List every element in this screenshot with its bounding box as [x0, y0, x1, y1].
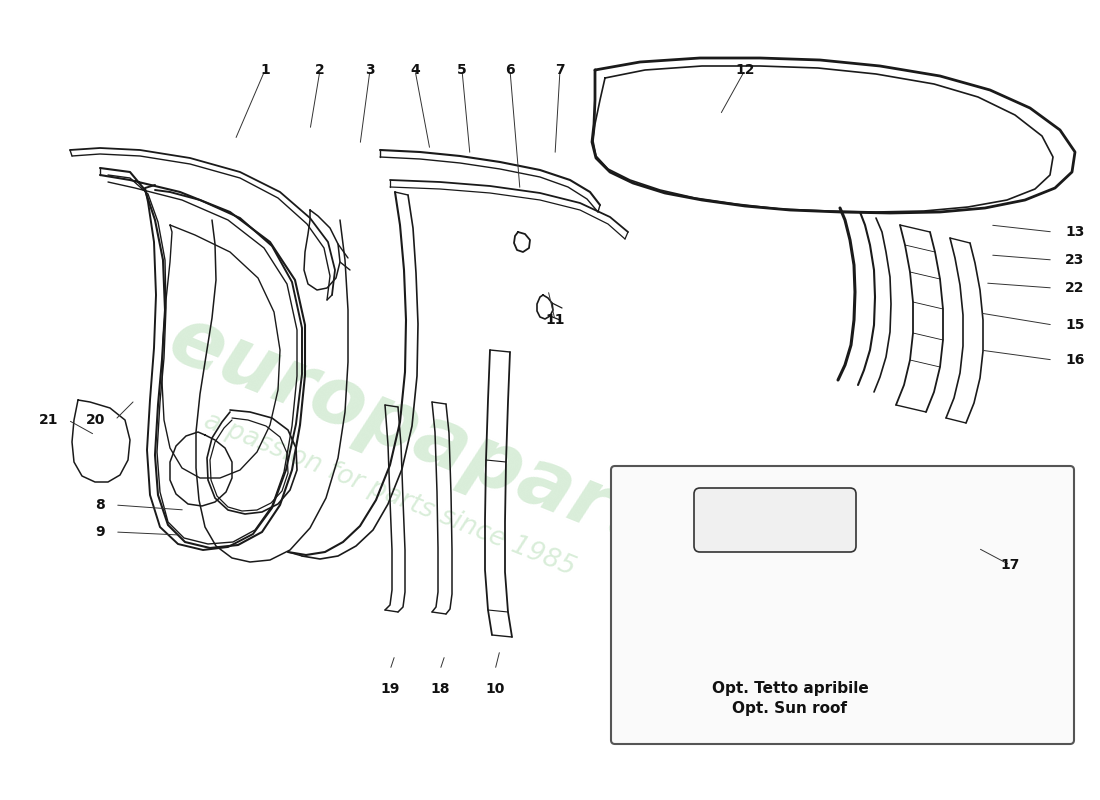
Text: 9: 9 [96, 525, 104, 539]
Text: 1: 1 [260, 63, 270, 77]
Text: 7: 7 [556, 63, 564, 77]
Text: 19: 19 [381, 682, 399, 696]
Text: Opt. Sun roof: Opt. Sun roof [733, 701, 847, 715]
FancyBboxPatch shape [610, 466, 1074, 744]
Text: 13: 13 [1065, 225, 1085, 239]
Text: 4: 4 [410, 63, 420, 77]
Text: Opt. Tetto apribile: Opt. Tetto apribile [712, 681, 868, 695]
Text: 6: 6 [505, 63, 515, 77]
FancyBboxPatch shape [694, 488, 856, 552]
Text: 12: 12 [735, 63, 755, 77]
Text: 3: 3 [365, 63, 375, 77]
Text: 11: 11 [546, 313, 564, 327]
Text: 18: 18 [430, 682, 450, 696]
Text: 21: 21 [39, 413, 58, 427]
Text: 22: 22 [1065, 281, 1085, 295]
Text: 23: 23 [1065, 253, 1085, 267]
Text: 17: 17 [1000, 558, 1020, 572]
Text: europaparts: europaparts [157, 299, 703, 581]
Text: 15: 15 [1065, 318, 1085, 332]
Text: 8: 8 [96, 498, 104, 512]
Text: 5: 5 [458, 63, 466, 77]
Text: 10: 10 [485, 682, 505, 696]
Text: a passion for parts since 1985: a passion for parts since 1985 [200, 408, 580, 582]
Text: 20: 20 [86, 413, 104, 427]
Text: 16: 16 [1065, 353, 1085, 367]
Text: 2: 2 [315, 63, 324, 77]
